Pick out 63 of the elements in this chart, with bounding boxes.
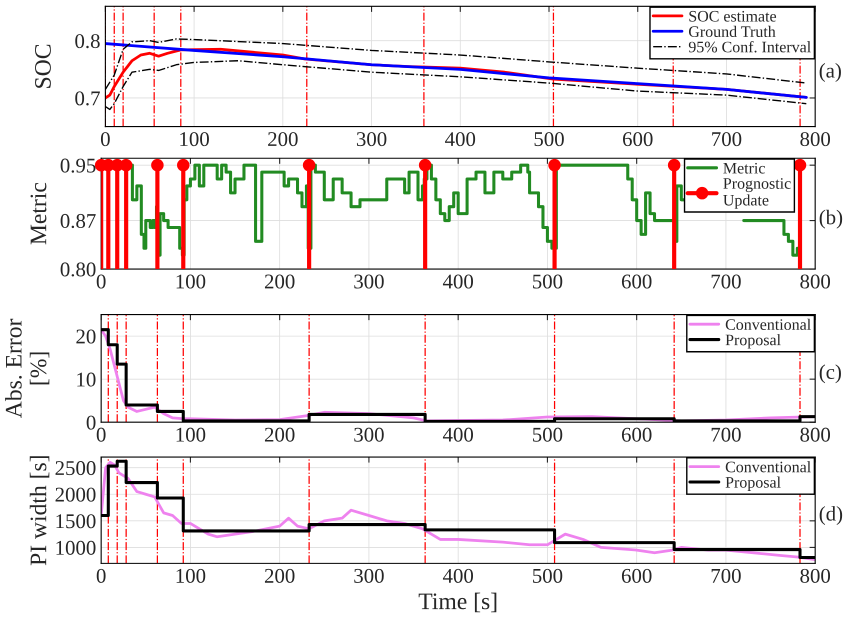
x-tick-label: 400 (442, 568, 473, 583)
y-tick-label: 0.87 (60, 214, 96, 228)
x-tick-label: 800 (800, 568, 830, 583)
legend-label: Conventional (726, 461, 811, 472)
legend-label: Proposal (726, 476, 781, 491)
x-tick-label: 300 (354, 274, 384, 289)
x-tick-label: 700 (712, 274, 741, 289)
x-tick-label: 100 (176, 274, 206, 289)
x-tick-label: 300 (354, 428, 384, 442)
x-tick-label: 600 (622, 274, 652, 289)
text: (d) (820, 506, 842, 525)
x-tick-label: 600 (622, 428, 652, 442)
legend-label: Prognostic Update (723, 178, 791, 209)
y-tick-label: 2500 (56, 461, 96, 476)
text: (b) (820, 210, 842, 229)
y-tick-label: 0.8 (75, 34, 100, 48)
legend-label: Metric (723, 162, 765, 174)
y-axis-title: PI width [s] (30, 456, 50, 566)
x-tick-label: 200 (268, 132, 298, 146)
legend-label: Ground Truth (688, 26, 776, 38)
x-tick-label: 800 (800, 428, 830, 442)
x-tick-label: 0 (100, 132, 110, 146)
text: (c) (820, 364, 841, 384)
legend-label: 95% Conf. Interval (688, 41, 811, 52)
x-tick-label: 700 (712, 132, 742, 146)
legend-label: Conventional (726, 318, 811, 330)
x-tick-label: 600 (623, 132, 653, 146)
x-tick-label: 500 (533, 274, 562, 289)
legend-label: SOC estimate (689, 10, 776, 22)
y-tick-label: 1000 (56, 540, 96, 555)
y-tick-label: 20 (76, 329, 96, 344)
x-tick-label: 100 (176, 568, 206, 583)
y-axis-title: Metric (30, 182, 46, 244)
x-tick-label: 300 (356, 132, 386, 146)
x-tick-label: 400 (445, 132, 476, 146)
x-tick-label: 300 (354, 568, 384, 583)
x-tick-label: 500 (533, 568, 562, 583)
y-tick-label: 0.95 (60, 158, 96, 173)
text: (a) (820, 63, 841, 82)
y-axis-title: SOC (35, 44, 51, 88)
x-tick-label: 200 (264, 428, 294, 442)
x-tick-label: 100 (180, 132, 209, 146)
y-tick-label: 2000 (56, 488, 96, 502)
x-tick-label: 200 (264, 274, 294, 289)
x-tick-label: 700 (712, 428, 741, 442)
y-tick-label: 10 (77, 372, 96, 387)
x-tick-label: 200 (264, 568, 294, 583)
y-tick-label: 0.7 (75, 91, 100, 106)
x-axis-title: Time [s] (418, 592, 496, 612)
x-tick-label: 800 (800, 132, 830, 146)
x-tick-label: 500 (534, 132, 564, 146)
y-axis-title: Abs. Error [%] (5, 318, 50, 418)
x-tick-label: 700 (712, 568, 741, 583)
x-tick-label: 400 (442, 428, 473, 442)
x-tick-label: 500 (533, 428, 562, 442)
x-tick-label: 100 (176, 428, 206, 442)
x-tick-label: 800 (800, 274, 830, 289)
y-tick-label: 0.80 (60, 262, 96, 277)
legend-label: Proposal (726, 334, 781, 349)
y-tick-label: 1500 (56, 514, 96, 528)
x-tick-label: 400 (442, 274, 473, 289)
y-tick-label: 0 (86, 416, 96, 430)
x-tick-label: 600 (622, 568, 652, 583)
